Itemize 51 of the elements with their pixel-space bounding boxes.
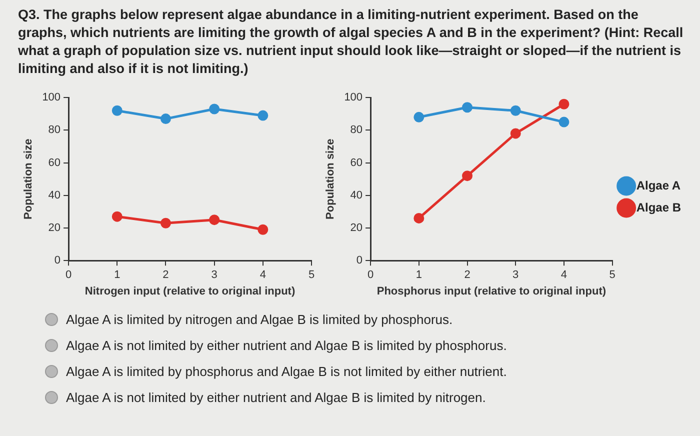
- point: [112, 211, 122, 222]
- y-tick-label: 40: [350, 189, 363, 202]
- x-tick-label: 3: [211, 269, 218, 282]
- point: [209, 104, 220, 114]
- point: [258, 110, 268, 121]
- x-tick-label: 1: [416, 269, 422, 282]
- point: [510, 105, 521, 116]
- text: Algae A is limited by nitrogen and Algae B is limited by phosphorus.: [66, 312, 453, 326]
- y-tick-label: 60: [48, 156, 61, 169]
- y-tick-label: 20: [48, 222, 61, 234]
- point: [112, 105, 122, 116]
- x-axis-title: Nitrogen input (relative to original input): [84, 285, 296, 298]
- point: [258, 224, 268, 235]
- point: [414, 212, 424, 224]
- y-tick-label: 0: [356, 254, 363, 267]
- x-tick-label: 5: [609, 269, 616, 282]
- x-tick-label: 3: [512, 269, 519, 282]
- legend-label: Algae A: [636, 178, 681, 192]
- point: [160, 218, 171, 228]
- x-tick-label: 5: [308, 269, 315, 282]
- text: Algae A is limited by phosphorus and Algae B is not limited by either nutrient.: [66, 364, 507, 378]
- y-tick-label: 100: [42, 92, 61, 104]
- x-tick-label: 0: [65, 269, 72, 282]
- y-tick-label: 80: [350, 124, 363, 136]
- y-tick-label: 20: [350, 222, 363, 234]
- y-axis-title: Population size: [324, 138, 337, 220]
- x-tick-label: 4: [560, 269, 568, 282]
- point: [414, 112, 424, 122]
- x-tick-label: 0: [367, 269, 374, 282]
- x-tick-label: 1: [114, 269, 120, 282]
- point: [558, 116, 570, 128]
- text: Algae A is not limited by either nutrient and Algae B is limited by phosphorus.: [66, 338, 507, 352]
- point: [160, 114, 171, 124]
- point: [462, 170, 473, 182]
- y-tick-label: 80: [48, 124, 61, 136]
- y-tick-label: 40: [48, 189, 61, 202]
- point: [510, 128, 521, 139]
- legend-label: Algae B: [636, 200, 682, 214]
- y-tick-label: 0: [54, 254, 61, 267]
- y-tick-label: 100: [344, 92, 363, 104]
- y-tick-label: 60: [350, 156, 363, 169]
- x-tick-label: 4: [260, 269, 266, 282]
- x-tick-label: 2: [464, 269, 470, 282]
- point: [462, 102, 473, 113]
- text: Algae A is not limited by either nutrient and Algae B is limited by nitrogen.: [66, 390, 486, 404]
- point: [209, 214, 220, 226]
- point: [558, 98, 570, 110]
- text: Q3. The graphs below represent algae abundance in a limiting-nutrient experiment. Based on the graphs, which nutrients are limiting the growth of algal species A and B in the experiment? (Hint: Recall what a graph of population size vs. nutrient input should look like—straight or sloped—if the nutrient is limiting and also if it is not limiting.): [18, 6, 684, 78]
- x-axis-title: Phosphorus input (relative to original input): [376, 285, 606, 298]
- x-tick-label: 2: [162, 269, 169, 282]
- y-axis-title: Population size: [22, 138, 35, 220]
